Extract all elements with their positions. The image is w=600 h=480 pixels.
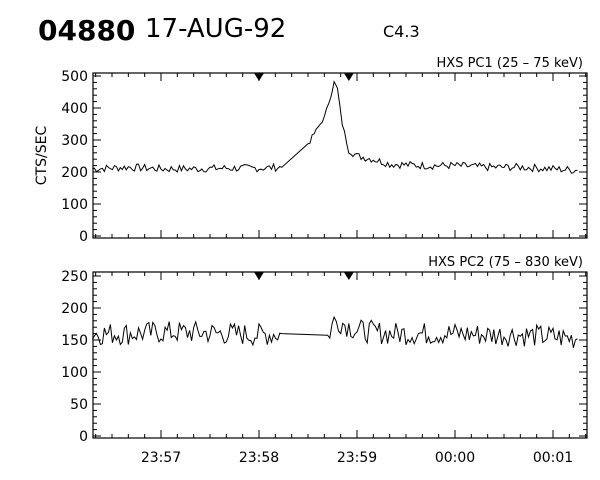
xtick-label: 23:59 xyxy=(337,450,377,466)
panel2-ytick-label: 200 xyxy=(61,301,88,317)
event-id: 04880 xyxy=(38,14,136,47)
panel1-ytick-label: 400 xyxy=(61,101,88,117)
panel1-ytick-label: 300 xyxy=(61,133,88,149)
panel2-series-line xyxy=(91,315,578,348)
panel2-time-marker xyxy=(343,272,354,280)
panel1-ytick-label: 200 xyxy=(61,165,88,181)
panel2-title: HXS PC2 (75 – 830 keV) xyxy=(428,255,583,270)
panel1-time-marker xyxy=(254,73,264,81)
panel1-ytick-label: 100 xyxy=(61,197,88,213)
panel2-ytick-label: 250 xyxy=(61,269,88,285)
panel1-ylabel: CTS/SEC xyxy=(34,126,50,186)
panel2-ytick-label: 150 xyxy=(61,333,88,349)
panel2-ytick-label: 50 xyxy=(70,397,88,413)
panel1-series-line xyxy=(92,80,578,174)
panel1-title: HXS PC1 (25 – 75 keV) xyxy=(437,56,583,71)
panel1-frame xyxy=(92,72,588,239)
xtick-label: 00:00 xyxy=(435,450,475,466)
panel2-time-marker xyxy=(254,272,264,280)
panel1-ytick-label: 0 xyxy=(79,229,88,245)
goes-class: C4.3 xyxy=(383,22,420,41)
xtick-label: 23:57 xyxy=(141,450,181,466)
event-date: 17-AUG-92 xyxy=(145,14,287,44)
panel1-time-marker xyxy=(343,73,354,81)
panel2-frame xyxy=(92,271,588,439)
panel2-ytick-label: 0 xyxy=(79,429,88,445)
xtick-label: 23:58 xyxy=(239,450,279,466)
panel1-ytick-label: 500 xyxy=(61,69,88,85)
panel2-ytick-label: 100 xyxy=(61,365,88,381)
xtick-label: 00:01 xyxy=(533,450,573,466)
